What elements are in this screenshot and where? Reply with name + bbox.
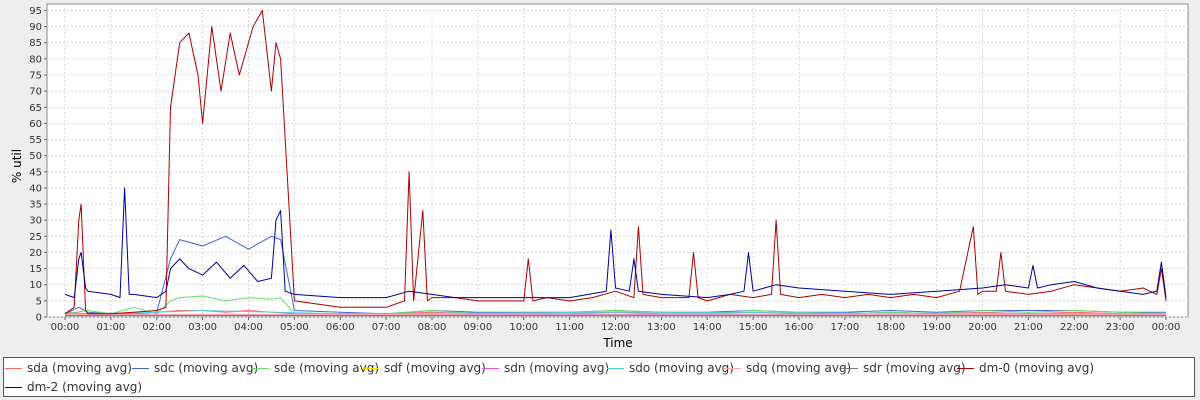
legend-swatch — [5, 386, 22, 388]
chart-svg: 0 5 10 15 20 25 30 35 40 45 50 55 60 65 70 75 80 85 90 95 0… — [10, 3, 1189, 350]
legend-item: sde (moving avg) — [252, 359, 379, 377]
x-tick-label: 00:00 — [51, 322, 80, 333]
y-tick-label: 75 — [29, 70, 42, 81]
y-axis-ticks: 0 5 10 15 20 25 30 35 40 45 50 55 60 65 70 75 80 85 90 95 — [29, 6, 47, 324]
y-tick-label: 0 — [36, 313, 42, 324]
y-tick-label: 15 — [29, 264, 42, 275]
legend-swatch — [482, 367, 499, 369]
x-axis-title: Time — [602, 336, 632, 350]
x-tick-label: 16:00 — [785, 322, 814, 333]
x-tick-label: 21:00 — [1014, 322, 1043, 333]
legend-swatch — [724, 367, 741, 369]
series-line-5 — [64, 310, 1167, 315]
legend-item: sdq (moving avg) — [724, 359, 851, 377]
series-line-9 — [64, 187, 1167, 299]
x-tick-label: 10:00 — [509, 322, 538, 333]
y-tick-label: 45 — [29, 167, 42, 178]
y-tick-label: 85 — [29, 38, 42, 49]
x-tick-label: 22:00 — [1060, 322, 1089, 333]
y-tick-label: 65 — [29, 103, 42, 114]
legend-swatch — [5, 367, 22, 369]
legend-item: sdf (moving avg) — [362, 359, 486, 377]
y-tick-label: 95 — [29, 6, 42, 17]
legend-item: sdr (moving avg) — [841, 359, 966, 377]
x-axis-ticks: 00:00 01:00 02:00 03:00 04:00 05:00 06:00 07:00… — [51, 317, 1181, 333]
legend-swatch — [132, 367, 149, 369]
legend-label: sdn (moving avg) — [504, 361, 610, 375]
x-tick-label: 06:00 — [326, 322, 355, 333]
x-tick-label: 00:00 — [1152, 322, 1181, 333]
x-tick-label: 01:00 — [96, 322, 125, 333]
legend-swatch — [841, 367, 858, 369]
x-tick-label: 19:00 — [922, 322, 951, 333]
legend-label: sdf (moving avg) — [384, 361, 486, 375]
x-tick-label: 04:00 — [234, 322, 263, 333]
x-tick-label: 13:00 — [647, 322, 676, 333]
legend-swatch — [607, 367, 624, 369]
x-tick-label: 17:00 — [830, 322, 859, 333]
legend-item: sdc (moving avg) — [132, 359, 258, 377]
legend-swatch — [362, 367, 379, 369]
legend-item: dm-2 (moving avg) — [5, 378, 142, 396]
x-tick-label: 14:00 — [693, 322, 722, 333]
x-tick-label: 05:00 — [280, 322, 309, 333]
legend-label: sde (moving avg) — [274, 361, 380, 375]
legend-label: sdq (moving avg) — [746, 361, 852, 375]
gridlines — [47, 4, 1188, 318]
x-tick-label: 07:00 — [372, 322, 401, 333]
legend-label: sdr (moving avg) — [863, 361, 966, 375]
legend-label: sda (moving avg) — [27, 361, 132, 375]
y-tick-label: 40 — [29, 183, 42, 194]
legend-label: sdc (moving avg) — [154, 361, 259, 375]
x-tick-label: 02:00 — [142, 322, 171, 333]
legend-label: dm-0 (moving avg) — [979, 361, 1095, 375]
y-tick-label: 10 — [29, 280, 42, 291]
x-tick-label: 12:00 — [601, 322, 630, 333]
series-lines — [64, 10, 1167, 317]
legend-swatch — [957, 367, 974, 369]
legend-item: sdo (moving avg) — [607, 359, 734, 377]
y-tick-label: 80 — [29, 54, 42, 65]
y-tick-label: 55 — [29, 135, 42, 146]
legend-item: sda (moving avg) — [5, 359, 132, 377]
x-tick-label: 20:00 — [968, 322, 997, 333]
legend-item: dm-0 (moving avg) — [957, 359, 1094, 377]
y-tick-label: 25 — [29, 232, 42, 243]
series-line-8 — [64, 10, 1167, 315]
y-axis-title: % util — [10, 149, 24, 183]
x-tick-label: 15:00 — [739, 322, 768, 333]
y-tick-label: 5 — [36, 296, 42, 307]
x-tick-label: 23:00 — [1106, 322, 1135, 333]
legend: sda (moving avg) sdc (moving avg) sde (mov… — [3, 357, 1195, 397]
y-tick-label: 70 — [29, 87, 42, 98]
legend-item: sdn (moving avg) — [482, 359, 609, 377]
y-tick-label: 20 — [29, 248, 42, 259]
x-tick-label: 11:00 — [555, 322, 584, 333]
x-tick-label: 18:00 — [876, 322, 905, 333]
y-tick-label: 35 — [29, 200, 42, 211]
x-tick-label: 03:00 — [188, 322, 217, 333]
plot-area — [46, 3, 1189, 318]
y-tick-label: 60 — [29, 119, 42, 130]
x-tick-label: 09:00 — [463, 322, 492, 333]
legend-label: sdo (moving avg) — [629, 361, 734, 375]
y-tick-label: 50 — [29, 151, 42, 162]
y-tick-label: 30 — [29, 216, 42, 227]
y-tick-label: 90 — [29, 22, 42, 33]
x-tick-label: 08:00 — [418, 322, 447, 333]
legend-label: dm-2 (moving avg) — [27, 380, 143, 394]
legend-swatch — [252, 367, 269, 369]
